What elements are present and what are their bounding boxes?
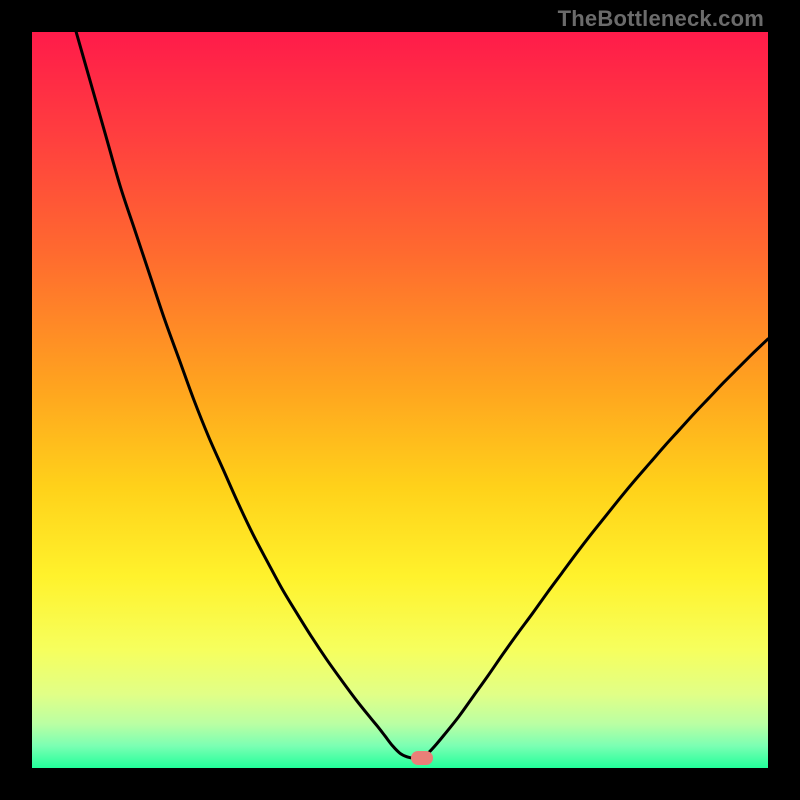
plot-area	[32, 32, 768, 768]
chart-outer: TheBottleneck.com	[0, 0, 800, 800]
bottleneck-curve-path	[76, 32, 768, 759]
watermark-text: TheBottleneck.com	[558, 6, 764, 32]
optimal-point-marker	[411, 751, 433, 765]
bottleneck-curve	[32, 32, 768, 768]
